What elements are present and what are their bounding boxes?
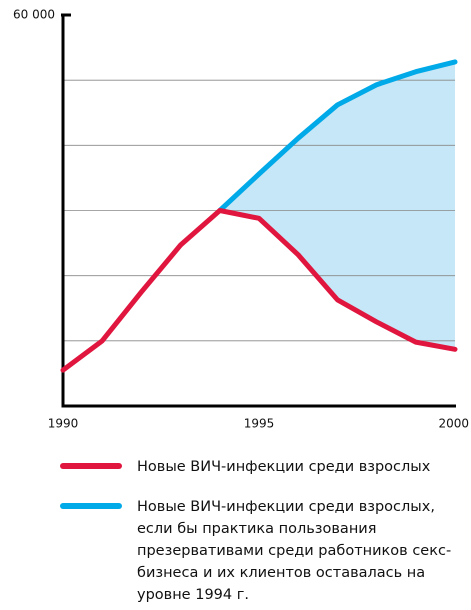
legend-swatch [60,463,122,469]
x-tick-label: 2000 [438,417,469,431]
series-line [60,208,458,373]
legend-swatch [60,503,122,509]
y-tick-label: 60 000 [13,8,55,22]
axes [61,14,456,408]
legend-entry: Новые ВИЧ-инфекции среди взрослых, если … [60,496,462,606]
x-tick-label: 1990 [48,417,79,431]
legend-label: Новые ВИЧ-инфекции среди взрослых [137,459,431,475]
x-tick-label: 1995 [244,417,275,431]
series-line [217,59,458,213]
gap-area [219,61,455,350]
legend-label: Новые ВИЧ-инфекции среди взрослых, если … [137,499,452,603]
legend-entry: Новые ВИЧ-инфекции среди взрослых [60,456,462,478]
chart: 60 000 1990 1995 2000 [13,8,469,431]
